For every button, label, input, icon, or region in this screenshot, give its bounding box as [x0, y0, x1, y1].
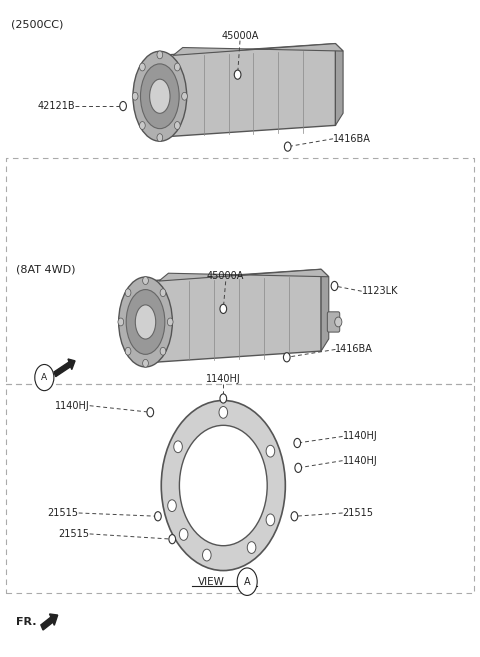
Circle shape: [219, 407, 228, 419]
Ellipse shape: [126, 290, 165, 354]
Circle shape: [174, 122, 180, 129]
Circle shape: [203, 549, 211, 561]
Text: 1416BA: 1416BA: [333, 134, 371, 144]
Circle shape: [266, 445, 275, 457]
Polygon shape: [173, 43, 343, 55]
Circle shape: [169, 535, 176, 544]
FancyArrow shape: [54, 359, 75, 376]
Ellipse shape: [141, 64, 179, 129]
Circle shape: [118, 318, 124, 326]
Text: A: A: [41, 373, 48, 382]
Text: (8AT 4WD): (8AT 4WD): [16, 265, 75, 275]
Circle shape: [266, 514, 275, 526]
Circle shape: [220, 304, 227, 313]
Circle shape: [181, 93, 187, 100]
Ellipse shape: [135, 305, 156, 339]
Circle shape: [125, 289, 131, 296]
Circle shape: [174, 63, 180, 71]
Circle shape: [120, 101, 126, 110]
Circle shape: [234, 70, 241, 79]
Polygon shape: [145, 269, 321, 363]
Circle shape: [284, 142, 291, 151]
Circle shape: [283, 353, 290, 362]
FancyArrow shape: [41, 614, 58, 630]
Circle shape: [291, 512, 298, 521]
Text: 1123LK: 1123LK: [362, 286, 398, 296]
FancyBboxPatch shape: [327, 312, 340, 332]
Circle shape: [161, 401, 285, 570]
Polygon shape: [159, 269, 329, 281]
Text: 1140HJ: 1140HJ: [343, 432, 377, 442]
Circle shape: [143, 277, 148, 284]
Circle shape: [174, 441, 182, 453]
Circle shape: [147, 407, 154, 417]
Circle shape: [132, 93, 138, 100]
Circle shape: [168, 500, 176, 512]
Text: 1140HJ: 1140HJ: [343, 456, 377, 466]
Text: FR.: FR.: [16, 616, 36, 627]
Polygon shape: [336, 43, 343, 125]
Text: A: A: [244, 577, 251, 587]
Circle shape: [155, 512, 161, 521]
Circle shape: [125, 348, 131, 355]
Text: 21515: 21515: [48, 508, 79, 518]
Circle shape: [157, 51, 163, 58]
Polygon shape: [321, 269, 329, 351]
Text: 42121B: 42121B: [38, 101, 75, 111]
Polygon shape: [160, 43, 336, 137]
Ellipse shape: [150, 79, 170, 114]
Circle shape: [143, 359, 148, 367]
Circle shape: [35, 365, 54, 391]
Text: 45000A: 45000A: [207, 271, 244, 281]
Circle shape: [220, 394, 227, 403]
Text: 45000A: 45000A: [221, 31, 259, 41]
Circle shape: [168, 318, 173, 326]
Text: 21515: 21515: [343, 508, 373, 518]
Text: 1140HJ: 1140HJ: [55, 401, 90, 411]
Text: 1140HJ: 1140HJ: [206, 374, 240, 384]
Circle shape: [180, 529, 188, 540]
Ellipse shape: [119, 277, 172, 367]
Circle shape: [294, 438, 300, 447]
Ellipse shape: [133, 51, 187, 141]
Text: 1416BA: 1416BA: [336, 344, 373, 354]
Circle shape: [335, 317, 342, 327]
Circle shape: [140, 63, 145, 71]
Circle shape: [180, 425, 267, 546]
Text: 21515: 21515: [59, 529, 90, 539]
Circle shape: [247, 541, 256, 553]
Circle shape: [160, 289, 166, 296]
Circle shape: [331, 281, 338, 290]
Circle shape: [295, 463, 301, 472]
Circle shape: [140, 122, 145, 129]
Text: VIEW: VIEW: [198, 577, 225, 587]
Text: (2500CC): (2500CC): [11, 19, 63, 30]
Circle shape: [157, 134, 163, 141]
Circle shape: [237, 568, 257, 595]
Circle shape: [160, 348, 166, 355]
